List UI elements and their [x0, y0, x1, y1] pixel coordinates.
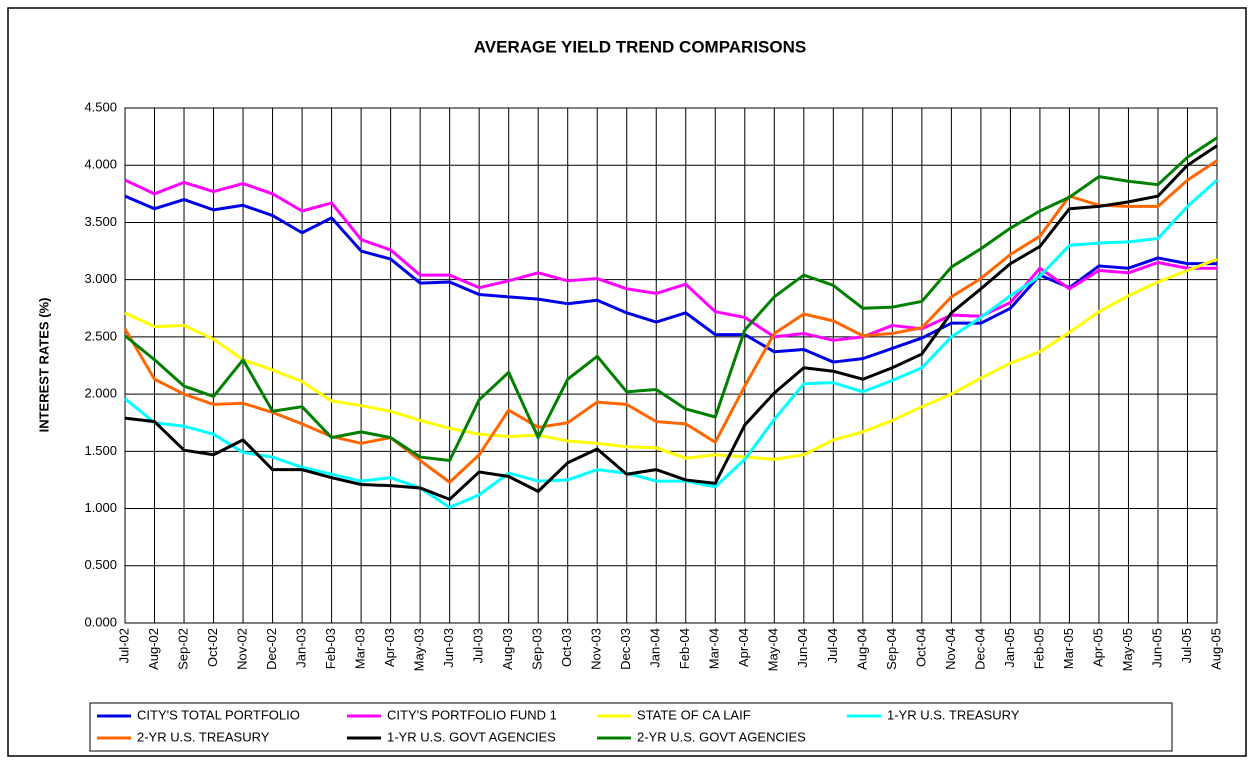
plot-frame	[124, 107, 1218, 624]
x-tick-label: Jul-02	[116, 628, 131, 663]
y-axis-label: INTEREST RATES (%)	[36, 298, 51, 433]
legend-box	[89, 702, 1173, 752]
x-tick-label: Nov-04	[943, 628, 958, 670]
x-tick-label: Feb-04	[677, 628, 692, 669]
y-tick-label: 2.000	[84, 386, 117, 401]
x-tick-label: Jul-03	[471, 628, 486, 663]
series-line	[124, 257, 1218, 461]
legend-label: 2-YR U.S. TREASURY	[137, 729, 270, 744]
x-tick-label: Oct-04	[913, 628, 928, 667]
x-tick-label: Dec-04	[972, 628, 987, 670]
x-tick-label: Sep-04	[884, 628, 899, 670]
legend-label: 1-YR U.S. GOVT AGENCIES	[387, 729, 556, 744]
x-tick-label: Apr-03	[382, 628, 397, 667]
y-tick-label: 4.500	[84, 99, 117, 114]
x-tick-label: Jul-04	[825, 628, 840, 663]
x-tick-label: Nov-02	[234, 628, 249, 670]
x-tick-label: Nov-03	[589, 628, 604, 670]
x-tick-label: Sep-02	[175, 628, 190, 670]
x-tick-label: Jan-05	[1002, 628, 1017, 668]
x-tick-label: Jun-04	[795, 628, 810, 668]
series-line	[123, 159, 1218, 484]
chart-title: AVERAGE YIELD TREND COMPARISONS	[474, 37, 806, 56]
y-tick-label: 1.000	[84, 500, 117, 515]
legend-label: STATE OF CA LAIF	[637, 707, 751, 722]
x-tick-label: Jan-03	[294, 628, 309, 668]
x-tick-label: Mar-03	[353, 628, 368, 669]
x-tick-label: Jul-05	[1179, 628, 1194, 663]
x-tick-label: Oct-02	[205, 628, 220, 667]
y-tick-label: 4.000	[84, 157, 117, 172]
legend-label: CITY'S TOTAL PORTFOLIO	[137, 707, 300, 722]
x-tick-label: Sep-03	[530, 628, 545, 670]
x-tick-label: Aug-03	[500, 628, 515, 670]
x-tick-label: Apr-05	[1090, 628, 1105, 667]
series-line	[124, 178, 1217, 342]
x-tick-label: Feb-05	[1031, 628, 1046, 669]
series-line	[124, 144, 1218, 501]
x-tick-label: Aug-05	[1208, 628, 1223, 670]
y-tick-label: 3.000	[84, 271, 117, 286]
series-line	[124, 178, 1218, 509]
x-tick-label: Feb-03	[323, 628, 338, 669]
x-tick-label: Dec-02	[264, 628, 279, 670]
legend-label: CITY'S PORTFOLIO FUND 1	[387, 707, 557, 722]
y-tick-label: 0.000	[84, 614, 117, 629]
x-tick-label: May-05	[1120, 628, 1135, 671]
y-tick-label: 1.500	[84, 443, 117, 458]
x-tick-label: Jun-03	[441, 628, 456, 668]
x-tick-label: May-04	[766, 628, 781, 671]
y-tick-label: 3.500	[84, 214, 117, 229]
y-tick-label: 0.500	[84, 557, 117, 572]
x-tick-label: Aug-04	[854, 628, 869, 670]
series-line	[124, 136, 1218, 462]
x-tick-label: Apr-04	[736, 628, 751, 667]
x-tick-label: Mar-05	[1061, 628, 1076, 669]
x-tick-label: May-03	[412, 628, 427, 671]
x-tick-label: Jan-04	[648, 628, 663, 668]
legend-label: 1-YR U.S. TREASURY	[887, 707, 1020, 722]
x-tick-label: Jun-05	[1149, 628, 1164, 668]
x-tick-label: Mar-04	[707, 628, 722, 669]
y-tick-label: 2.500	[84, 328, 117, 343]
legend-label: 2-YR U.S. GOVT AGENCIES	[637, 729, 806, 744]
x-tick-label: Dec-03	[618, 628, 633, 670]
x-tick-label: Oct-03	[559, 628, 574, 667]
x-tick-label: Aug-02	[146, 628, 161, 670]
